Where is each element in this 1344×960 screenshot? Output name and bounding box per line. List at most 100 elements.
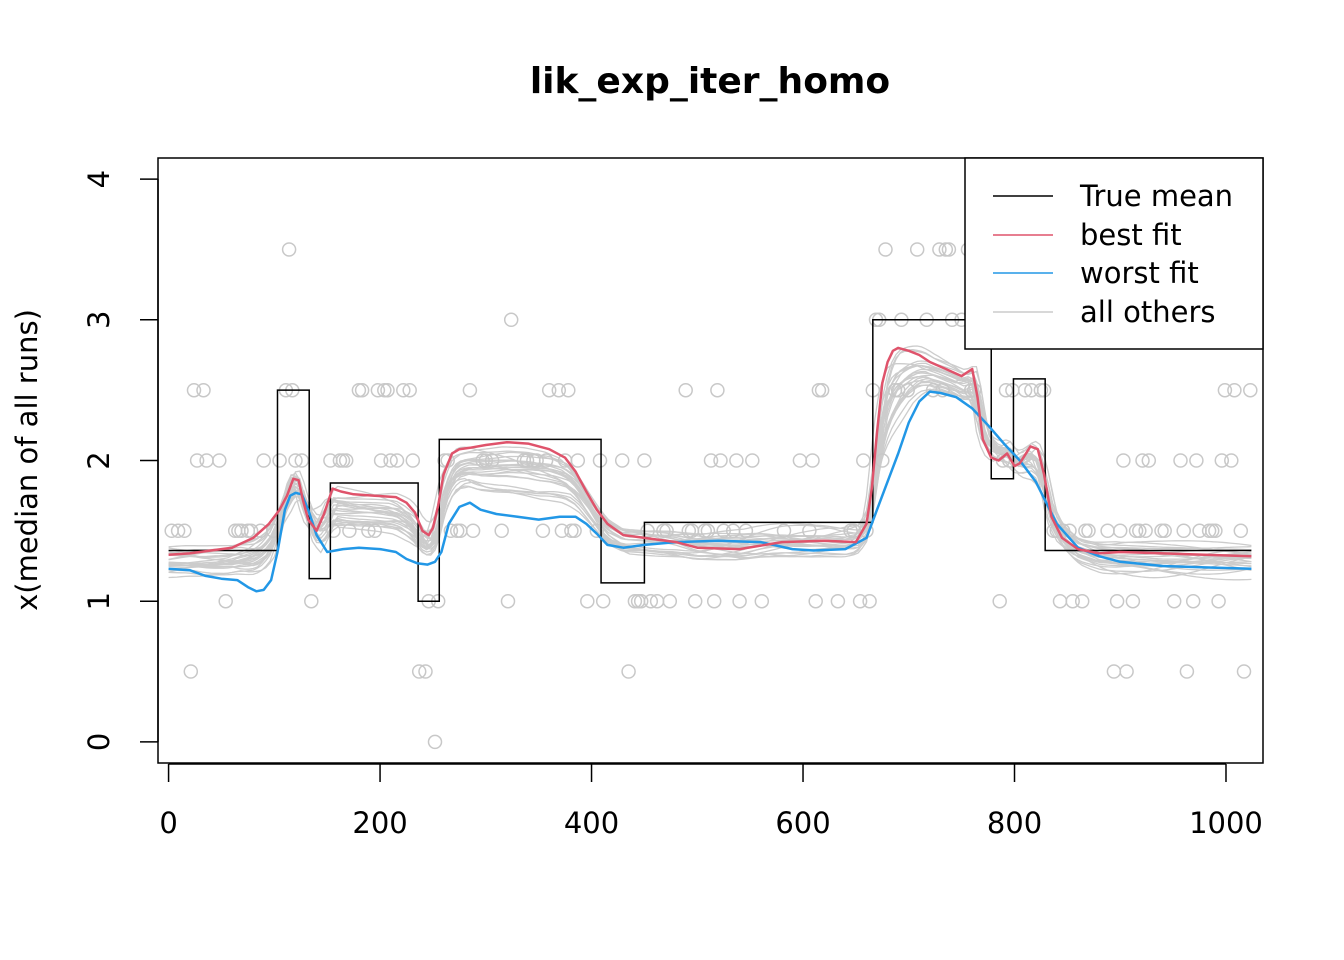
observation-point (361, 523, 376, 539)
observation-point (243, 523, 259, 539)
observation-point (370, 382, 386, 398)
y-tick-label: 3 (82, 311, 116, 329)
observation-point (396, 382, 411, 398)
observation-point (1112, 523, 1128, 539)
observation-point (878, 242, 893, 257)
observation-point (411, 664, 427, 679)
observation-point (589, 523, 605, 539)
observation-point (595, 593, 611, 609)
observation-point (643, 593, 659, 609)
observation-point (342, 523, 357, 539)
observation-point (266, 523, 281, 539)
observation-point (659, 523, 674, 539)
observation-point (830, 593, 846, 609)
y-axis: 0 1 2 3 4 (82, 170, 159, 751)
observation-point (402, 382, 417, 398)
x-tick-label: 0 (159, 806, 177, 840)
observation-point (716, 523, 731, 539)
observation-point (1176, 523, 1191, 539)
observation-point (465, 523, 481, 539)
chart-title: lik_exp_iter_homo (530, 61, 890, 102)
observation-point (1166, 593, 1182, 609)
observation-point (1141, 453, 1157, 468)
observation-point (380, 382, 395, 398)
observation-point (294, 453, 310, 468)
worst-fit-line (168, 390, 1252, 593)
legend: True mean best fit worst fit all others (964, 157, 1264, 350)
series-layer (168, 319, 1252, 602)
legend-label-best-fit: best fit (1080, 218, 1182, 252)
observation-point (1154, 523, 1169, 539)
observation-point (1179, 664, 1195, 679)
observation-point (1078, 523, 1093, 539)
observation-point (288, 453, 303, 468)
observation-point (500, 593, 516, 609)
observation-point (802, 523, 817, 539)
observation-point (1204, 523, 1220, 539)
observation-point (992, 593, 1007, 609)
observation-point (1135, 453, 1150, 468)
observation-point (1125, 593, 1141, 609)
best-fit-line (168, 346, 1252, 558)
observation-point (503, 312, 519, 328)
observation-point (383, 453, 398, 468)
observation-point (218, 593, 233, 609)
observation-point (1224, 453, 1239, 468)
observation-point (687, 593, 703, 609)
observation-point (281, 242, 297, 257)
observation-point (183, 664, 199, 679)
observation-point (1233, 523, 1249, 539)
observation-point (662, 593, 678, 609)
observation-point (443, 523, 459, 539)
observation-point (1185, 593, 1201, 609)
observation-point (272, 453, 287, 468)
y-axis-label: x(median of all runs) (10, 309, 44, 611)
observation-point (710, 382, 725, 398)
observation-point (351, 382, 367, 398)
observation-point (561, 382, 576, 398)
observation-point (1119, 664, 1134, 679)
x-tick-label: 800 (987, 806, 1042, 840)
x-tick-label: 400 (564, 806, 619, 840)
observation-point (814, 382, 830, 398)
observation-point (1132, 523, 1147, 539)
observation-point (1227, 382, 1242, 398)
observation-point (453, 523, 468, 539)
observation-point (729, 453, 744, 468)
observation-point (535, 523, 551, 539)
observation-point (592, 453, 608, 468)
observation-point (637, 453, 652, 468)
observation-point (1173, 453, 1188, 468)
observation-point (875, 453, 890, 468)
observation-point (484, 453, 500, 468)
observation-point (745, 453, 760, 468)
observation-point (538, 453, 554, 468)
observation-point (189, 453, 205, 468)
observation-point (1208, 523, 1223, 539)
legend-label-true-mean: True mean (1079, 179, 1233, 213)
y-tick-label: 4 (82, 170, 116, 188)
observation-point (1106, 664, 1122, 679)
observation-point (478, 453, 494, 468)
observation-point (932, 242, 947, 257)
observation-point (567, 523, 582, 539)
observation-point (1109, 593, 1125, 609)
observation-point (941, 242, 957, 257)
y-tick-label: 0 (82, 733, 116, 751)
observation-point (551, 382, 567, 398)
observation-point (199, 453, 214, 468)
observation-point (909, 242, 925, 257)
observation-point (541, 382, 557, 398)
observation-point (697, 523, 712, 539)
observation-point (713, 453, 728, 468)
observation-point (304, 593, 319, 609)
observation-point (367, 523, 383, 539)
observation-point (1017, 382, 1033, 398)
observation-point (186, 382, 202, 398)
observation-point (462, 382, 478, 398)
other-fit-line (168, 388, 1252, 575)
observation-point (494, 523, 509, 539)
observation-point (354, 382, 370, 398)
observation-point (1243, 382, 1258, 398)
observation-point (580, 593, 595, 609)
